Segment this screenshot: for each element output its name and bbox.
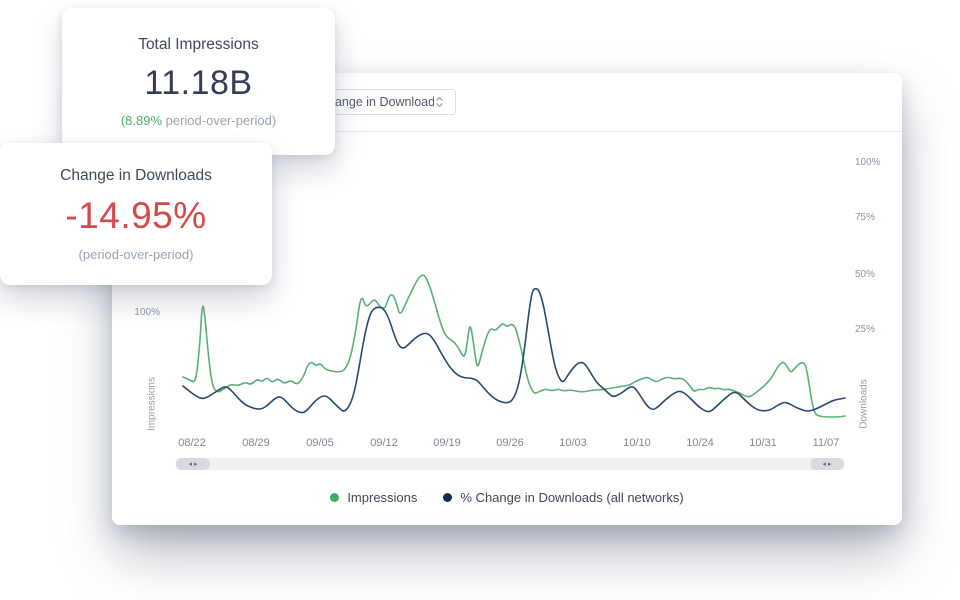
- card-title: Change in Downloads: [60, 166, 212, 184]
- period-text: (period-over-period): [78, 246, 194, 262]
- legend-item[interactable]: Impressions: [330, 490, 417, 505]
- scroll-right-arrow-icon: ▸: [828, 460, 832, 468]
- card-title: Total Impressions: [138, 35, 259, 53]
- select-chevrons-icon: [434, 95, 445, 109]
- scroll-left-arrow-icon: ◂: [188, 460, 192, 468]
- legend-label: % Change in Downloads (all networks): [460, 489, 684, 505]
- chart-scrollbar-track[interactable]: ◂ ▸ ◂ ▸: [175, 458, 845, 470]
- card-subtext: (period-over-period): [79, 247, 194, 262]
- delta-percent: (8.89%: [120, 112, 163, 128]
- scroll-right-arrow-icon: ▸: [194, 460, 198, 468]
- card-value: 11.18B: [144, 63, 253, 102]
- scroll-left-arrow-icon: ◂: [822, 460, 826, 468]
- kpi-card-change-in-downloads: Change in Downloads -14.95% (period-over…: [0, 143, 272, 285]
- legend-dot-icon: [330, 492, 340, 502]
- legend-label: Impressions: [347, 489, 418, 505]
- legend-item[interactable]: % Change in Downloads (all networks): [443, 489, 684, 505]
- card-subtext: (8.89% period-over-period): [121, 113, 276, 128]
- kpi-card-total-impressions: Total Impressions 11.18B (8.89% period-o…: [62, 8, 335, 155]
- chart-legend: Impressions % Change in Downloads (all ne…: [112, 487, 902, 507]
- period-text: period-over-period): [162, 112, 277, 128]
- card-value: -14.95%: [65, 194, 207, 236]
- legend-dot-icon: [443, 492, 453, 502]
- scrollbar-right-handle[interactable]: ◂ ▸: [810, 458, 844, 470]
- metric-dropdown-value: Change in Downloads: [319, 95, 434, 109]
- toolbar-divider: [113, 131, 901, 132]
- scrollbar-left-handle[interactable]: ◂ ▸: [176, 458, 210, 470]
